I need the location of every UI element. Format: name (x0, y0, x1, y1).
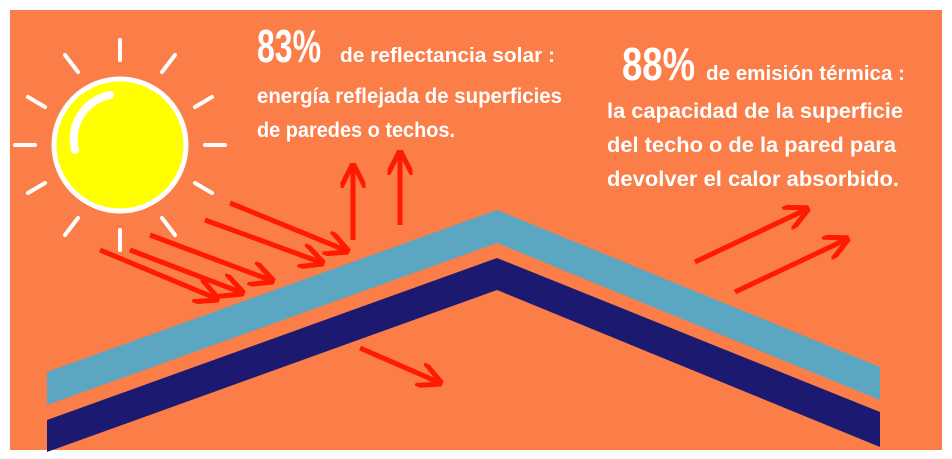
infographic: 83% de reflectancia solar : energía refl… (0, 0, 952, 459)
text-line: la capacidad de la superficie (607, 100, 903, 123)
text-line: energía reflejada de superficies (257, 85, 562, 108)
percent: 83% (257, 20, 321, 72)
heading: de reflectancia solar : (340, 45, 555, 67)
text-line: de paredes o techos. (257, 119, 455, 142)
text-line: devolver el calor absorbido. (607, 168, 899, 191)
text-line: del techo o de la pared para (607, 134, 896, 157)
heading: de emisión térmica : (706, 63, 905, 85)
percent: 88% (622, 38, 695, 90)
